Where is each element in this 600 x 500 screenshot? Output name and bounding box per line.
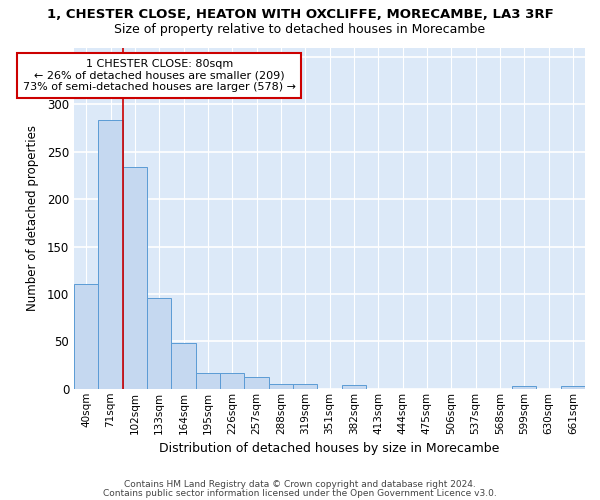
Text: 1, CHESTER CLOSE, HEATON WITH OXCLIFFE, MORECAMBE, LA3 3RF: 1, CHESTER CLOSE, HEATON WITH OXCLIFFE, …: [47, 8, 553, 20]
Text: Contains public sector information licensed under the Open Government Licence v3: Contains public sector information licen…: [103, 488, 497, 498]
Bar: [560, 386, 585, 389]
Bar: [74, 284, 98, 389]
Bar: [147, 298, 172, 389]
Bar: [269, 384, 293, 389]
Bar: [293, 384, 317, 389]
Bar: [172, 344, 196, 389]
Text: Size of property relative to detached houses in Morecambe: Size of property relative to detached ho…: [115, 22, 485, 36]
Y-axis label: Number of detached properties: Number of detached properties: [26, 125, 38, 311]
Bar: [512, 386, 536, 389]
Bar: [341, 385, 366, 389]
X-axis label: Distribution of detached houses by size in Morecambe: Distribution of detached houses by size …: [160, 442, 500, 455]
Bar: [98, 120, 122, 389]
Text: 1 CHESTER CLOSE: 80sqm
← 26% of detached houses are smaller (209)
73% of semi-de: 1 CHESTER CLOSE: 80sqm ← 26% of detached…: [23, 59, 296, 92]
Bar: [196, 372, 220, 389]
Text: Contains HM Land Registry data © Crown copyright and database right 2024.: Contains HM Land Registry data © Crown c…: [124, 480, 476, 489]
Bar: [244, 378, 269, 389]
Bar: [220, 372, 244, 389]
Bar: [122, 167, 147, 389]
